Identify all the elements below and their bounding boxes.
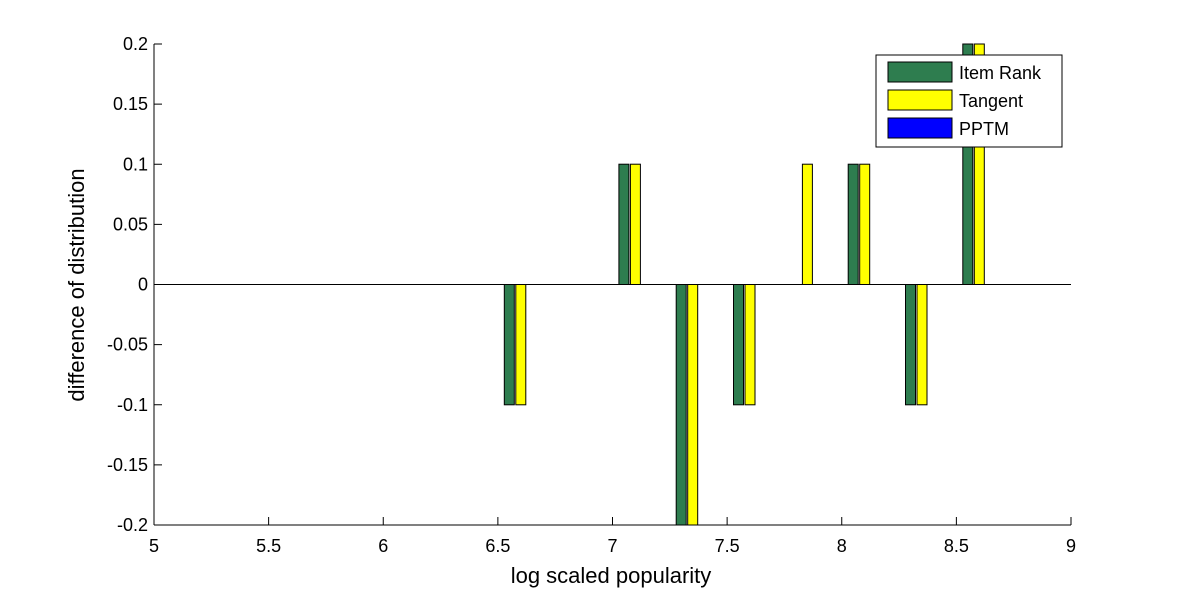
bar-item-rank-5 xyxy=(847,163,859,285)
x-tick-label: 5.5 xyxy=(256,536,281,556)
bar-tangent-0 xyxy=(515,284,527,406)
x-tick-label: 5 xyxy=(149,536,159,556)
x-tick-label: 9 xyxy=(1066,536,1076,556)
bar-item-rank-2 xyxy=(675,284,687,526)
y-axis-title: difference of distribution xyxy=(64,168,89,401)
x-tick-label: 8 xyxy=(837,536,847,556)
legend-swatch-pptm xyxy=(887,117,953,139)
y-tick-label: 0.05 xyxy=(113,214,148,234)
bar-item-rank-0 xyxy=(503,284,515,406)
legend-label-item-rank: Item Rank xyxy=(959,63,1042,83)
y-ticks: -0.2 -0.15 -0.1 -0.05 0 0.05 0.1 0.15 0.2 xyxy=(107,34,162,535)
x-tick-label: 6 xyxy=(378,536,388,556)
y-tick-label: 0.15 xyxy=(113,94,148,114)
y-tick-label: -0.15 xyxy=(107,455,148,475)
bar-tangent-6 xyxy=(916,284,928,406)
y-tick-label: 0.1 xyxy=(123,154,148,174)
bar-tangent-3 xyxy=(744,284,756,406)
bar-item-rank-6 xyxy=(905,284,916,406)
y-tick-label: 0.2 xyxy=(123,34,148,54)
bar-item-rank-3 xyxy=(733,284,744,406)
bars xyxy=(503,43,985,526)
legend-swatch-tangent xyxy=(887,89,953,111)
x-axis-title: log scaled popularity xyxy=(511,563,712,588)
legend-label-tangent: Tangent xyxy=(959,91,1023,111)
y-tick-label: -0.1 xyxy=(117,395,148,415)
y-tick-label: -0.2 xyxy=(117,515,148,535)
y-tick-label: -0.05 xyxy=(107,335,148,355)
x-tick-label: 6.5 xyxy=(485,536,510,556)
legend: Item Rank Tangent PPTM xyxy=(875,54,1063,148)
bar-tangent-4 xyxy=(801,163,813,285)
legend-label-pptm: PPTM xyxy=(959,119,1009,139)
x-tick-label: 8.5 xyxy=(944,536,969,556)
x-ticks: 5 5.5 6 6.5 7 7.5 8 8.5 9 xyxy=(149,517,1076,556)
x-tick-label: 7.5 xyxy=(715,536,740,556)
bar-tangent-2 xyxy=(687,284,699,526)
y-tick-label: 0 xyxy=(138,275,148,295)
legend-swatch-item-rank xyxy=(887,61,953,83)
bar-tangent-5 xyxy=(859,163,871,285)
bar-item-rank-1 xyxy=(618,163,630,285)
bar-tangent-1 xyxy=(629,163,641,285)
x-tick-label: 7 xyxy=(607,536,617,556)
